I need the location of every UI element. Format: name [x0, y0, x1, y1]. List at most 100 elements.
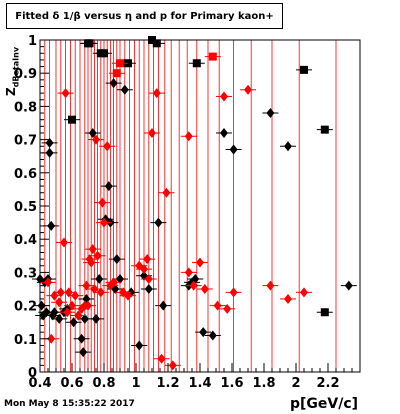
black-data-point	[108, 254, 125, 265]
red-data-point	[280, 293, 296, 304]
black-data-point	[41, 147, 58, 158]
red-data-point	[139, 254, 156, 265]
black-data-point	[148, 39, 165, 48]
red-data-point	[94, 197, 111, 208]
red-data-point	[80, 300, 96, 311]
black-data-point	[316, 125, 333, 134]
red-data-point	[56, 237, 72, 248]
black-data-point	[131, 340, 148, 351]
red-data-point	[164, 360, 181, 371]
red-data-point	[240, 84, 256, 95]
black-data-point	[81, 39, 98, 48]
black-data-point	[100, 181, 117, 192]
black-data-point	[155, 300, 172, 311]
red-data-point	[92, 287, 109, 298]
y-tick-label: 0.1	[14, 333, 37, 348]
y-tick-label: 0.7	[14, 134, 37, 149]
red-data-point	[84, 244, 101, 255]
red-data-point	[78, 280, 95, 291]
y-tick-label: 0.5	[14, 200, 37, 215]
x-axis-label: p[GeV/c]	[290, 396, 359, 412]
y-tick-label: 0.2	[14, 300, 37, 315]
x-tick-label: 0.8	[92, 376, 115, 391]
red-data-point	[296, 287, 312, 298]
black-data-point	[91, 274, 108, 285]
red-data-point	[158, 187, 175, 198]
red-data-point	[70, 310, 87, 321]
black-data-point	[65, 317, 82, 328]
black-data-point	[195, 327, 212, 338]
red-data-point	[209, 300, 226, 311]
x-tick-label: 1.4	[188, 376, 211, 391]
red-data-point	[148, 88, 165, 99]
x-tick-label: 1	[131, 376, 140, 391]
y-tick-label: 1	[28, 34, 37, 49]
red-data-point	[105, 277, 122, 288]
red-vertical-lines	[44, 40, 337, 372]
red-data-point	[40, 277, 56, 288]
red-data-point	[180, 267, 197, 278]
red-data-point	[204, 52, 221, 61]
x-tick-label: 0.6	[60, 376, 83, 391]
chart-title: Fitted δ 1/β versus η and p for Primary …	[6, 3, 283, 29]
x-axis: 0.4 0.6 0.8 1 1.2 1.4 1.6 1.8 2 2.2	[28, 363, 353, 391]
black-data-point	[96, 49, 112, 58]
red-data-point	[136, 264, 152, 275]
red-data-point	[108, 69, 125, 78]
black-data-point	[105, 78, 122, 89]
black-data-point	[116, 84, 133, 95]
black-data-point	[64, 115, 80, 124]
x-tick-label: 2	[291, 376, 300, 391]
y-tick-label: 0.9	[14, 67, 37, 82]
x-tick-label: 1.2	[156, 376, 179, 391]
x-tick-label: 1.6	[220, 376, 243, 391]
black-data-point	[340, 280, 357, 291]
black-data-point	[43, 220, 60, 231]
red-data-point	[262, 280, 279, 291]
x-tick-label: 0.4	[28, 376, 51, 391]
black-data-point	[140, 284, 157, 294]
black-data-point	[73, 333, 90, 344]
red-data-point	[120, 290, 136, 301]
black-data-point	[188, 59, 205, 68]
black-data-point	[262, 108, 279, 119]
red-data-point	[88, 134, 104, 145]
x-tick-label: 1.8	[252, 376, 275, 391]
black-data-point	[280, 141, 296, 152]
black-data-point	[41, 137, 58, 148]
black-data-point	[216, 127, 232, 138]
black-data-point	[75, 347, 92, 358]
red-data-point	[112, 59, 128, 68]
red-data-point	[153, 353, 170, 364]
timestamp: Mon May 8 15:35:22 2017	[4, 399, 135, 409]
black-data-point	[84, 127, 101, 138]
red-data-point	[59, 307, 76, 318]
black-data-point	[204, 330, 221, 341]
y-tick-label: 0.3	[14, 266, 37, 281]
y-tick-label: 0.8	[14, 100, 37, 115]
red-data-point	[140, 274, 157, 285]
black-data-point	[225, 144, 242, 155]
red-data-point	[225, 287, 242, 298]
red-data-point	[180, 131, 197, 142]
y-axis-label-main: Z	[4, 87, 18, 96]
y-axis-label-sub: dBetaInv	[11, 46, 21, 88]
data-points	[32, 36, 357, 371]
red-data-point	[196, 284, 213, 294]
red-data-point	[83, 257, 100, 268]
red-data-point	[99, 141, 116, 152]
red-data-point	[185, 280, 202, 291]
black-data-point	[88, 313, 104, 324]
red-data-point	[89, 250, 106, 261]
x-tick-label: 2.2	[316, 376, 339, 391]
black-data-point	[51, 313, 68, 324]
red-data-point	[219, 303, 236, 314]
black-data-point	[150, 217, 167, 228]
red-data-point	[57, 88, 74, 99]
y-tick-label: 0.6	[14, 167, 37, 182]
red-data-point	[144, 127, 160, 138]
y-tick-label: 0.4	[14, 233, 37, 248]
black-data-point	[296, 65, 312, 74]
red-data-point	[51, 297, 68, 308]
